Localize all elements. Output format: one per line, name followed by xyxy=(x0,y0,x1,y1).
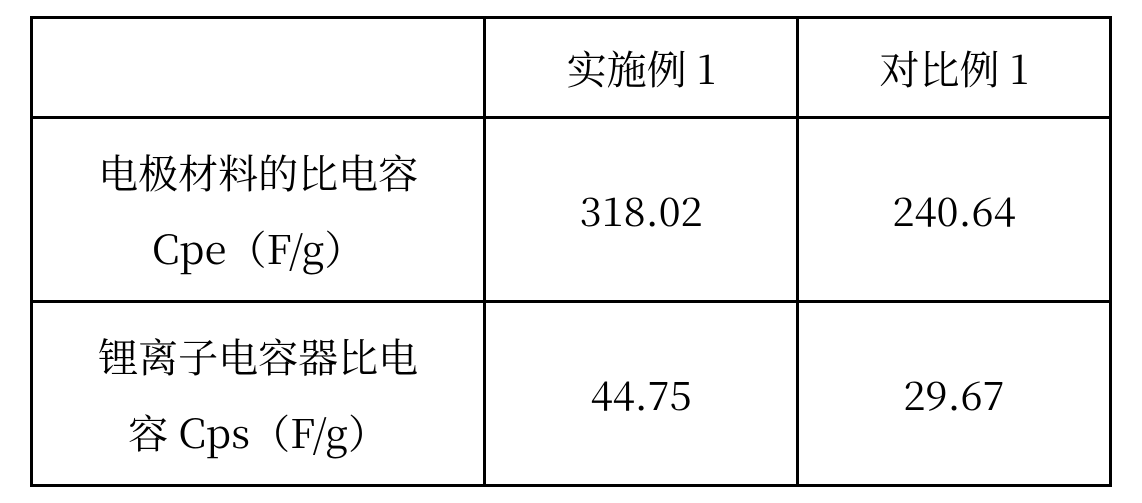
table-row: 锂离子电容器比电 容 Cps（F/g） 44.75 29.67 xyxy=(32,302,1111,486)
data-table: 实施例 1 对比例 1 电极材料的比电容 Cpe（F/g） 318.02 240… xyxy=(30,16,1112,487)
row-label-line: Cpe（F/g） xyxy=(152,219,365,276)
cell-value: 44.75 xyxy=(485,302,798,486)
row-label-line: 容 Cps（F/g） xyxy=(128,403,388,460)
row-label-cpe: 电极材料的比电容 Cpe（F/g） xyxy=(32,118,485,302)
col-header-compare1: 对比例 1 xyxy=(798,18,1111,118)
row-label-line: 锂离子电容器比电 xyxy=(98,327,418,384)
row-label-line: 电极材料的比电容 xyxy=(98,143,418,200)
cell-value: 318.02 xyxy=(485,118,798,302)
row-label-cps: 锂离子电容器比电 容 Cps（F/g） xyxy=(32,302,485,486)
table-header-row: 实施例 1 对比例 1 xyxy=(32,18,1111,118)
col-header-example1: 实施例 1 xyxy=(485,18,798,118)
table-container: 实施例 1 对比例 1 电极材料的比电容 Cpe（F/g） 318.02 240… xyxy=(0,0,1142,503)
cell-value: 240.64 xyxy=(798,118,1111,302)
col-header-blank xyxy=(32,18,485,118)
table-row: 电极材料的比电容 Cpe（F/g） 318.02 240.64 xyxy=(32,118,1111,302)
cell-value: 29.67 xyxy=(798,302,1111,486)
